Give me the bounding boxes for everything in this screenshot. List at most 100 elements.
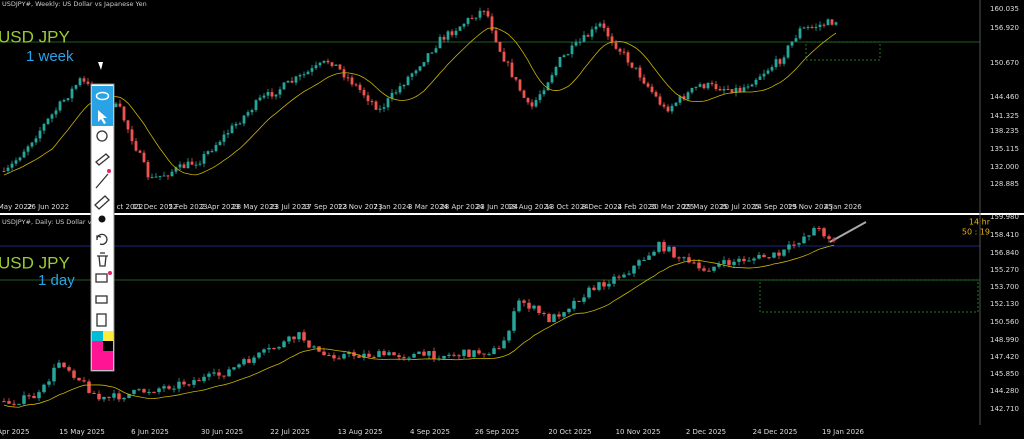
candle (457, 355, 461, 357)
candle (370, 101, 374, 103)
candle (702, 268, 706, 271)
candle (706, 82, 710, 89)
candle (470, 18, 474, 20)
candle (578, 41, 582, 43)
candle (107, 396, 111, 398)
screenshot-tool[interactable] (95, 295, 108, 304)
candle (246, 112, 250, 116)
pin-icon[interactable] (98, 62, 103, 70)
color-swatch[interactable] (92, 331, 103, 341)
candle (218, 141, 222, 145)
candle (572, 300, 576, 309)
candle (538, 94, 542, 101)
candle (102, 396, 106, 400)
candle (742, 258, 746, 262)
color-swatch[interactable] (103, 341, 113, 351)
candle (587, 287, 591, 298)
candle (212, 372, 216, 374)
candle (806, 26, 810, 28)
candle (314, 65, 318, 69)
ruler-tool[interactable] (94, 195, 110, 210)
candle (152, 391, 156, 393)
zone (805, 41, 881, 61)
candle (242, 359, 246, 365)
date-label: 25 May 2025 (682, 203, 728, 211)
template-tool[interactable] (96, 313, 107, 327)
candle (322, 351, 326, 356)
candle (652, 251, 656, 256)
color-swatch[interactable] (92, 341, 103, 370)
candle (32, 395, 36, 399)
candle (306, 71, 310, 75)
candle (452, 354, 456, 356)
candle (557, 314, 561, 317)
candle (782, 57, 786, 64)
candle (642, 259, 646, 261)
candle (692, 262, 696, 264)
candle (412, 353, 416, 358)
candle (87, 381, 91, 393)
candle (592, 287, 596, 290)
candle (358, 84, 362, 90)
candle (37, 392, 41, 399)
candle (66, 98, 70, 101)
eye-button[interactable] (92, 86, 113, 106)
candle (27, 395, 31, 397)
weekly-panel: USDJPY#, Weekly: US Dollar vs Japanese Y… (0, 0, 980, 65)
candle (10, 163, 14, 168)
price-label: 148.990 (990, 336, 1019, 344)
candle (127, 393, 131, 398)
candle (207, 373, 211, 377)
candle (297, 332, 301, 340)
candle (146, 162, 150, 178)
candle (690, 87, 694, 93)
candle (402, 84, 406, 87)
candle (294, 76, 298, 83)
candle (612, 276, 616, 284)
candle (562, 55, 566, 57)
candle (214, 144, 218, 152)
delete-tool[interactable] (97, 252, 108, 267)
candle (707, 270, 711, 272)
candle (158, 175, 162, 177)
dot-tool[interactable] (98, 215, 106, 223)
candle (72, 370, 76, 378)
candle (550, 75, 554, 83)
candle (458, 26, 462, 31)
candle (822, 228, 826, 237)
date-label: ct 2022 (117, 203, 144, 211)
candle (722, 88, 726, 91)
candle (474, 17, 478, 19)
print-tool[interactable] (95, 273, 108, 283)
candle (694, 86, 698, 88)
undo-tool[interactable] (96, 233, 108, 246)
candle (342, 354, 346, 359)
candle (354, 84, 358, 86)
eye-icon (95, 91, 110, 101)
candle (566, 54, 570, 56)
candle (357, 356, 361, 358)
candle (622, 51, 626, 53)
candle (710, 82, 714, 85)
line-tool[interactable] (95, 173, 109, 189)
crosshair-tool[interactable] (96, 130, 108, 142)
candle (14, 160, 18, 164)
pencil-tool[interactable] (95, 153, 110, 166)
candle (178, 164, 182, 168)
candle (157, 388, 161, 393)
price-label: 138.235 (990, 127, 1019, 135)
candle (657, 241, 661, 252)
candle (327, 355, 331, 357)
candle (622, 274, 626, 278)
color-swatch[interactable] (103, 331, 113, 341)
date-label: 26 Jun 2022 (27, 203, 69, 211)
candle (697, 262, 701, 269)
candle (230, 125, 234, 134)
color-swatch[interactable] (103, 351, 113, 370)
candle (287, 336, 291, 342)
candle (126, 120, 130, 130)
date-label: 28 May 2023 (232, 203, 278, 211)
candle (477, 350, 481, 354)
candle (586, 35, 590, 37)
candle (47, 381, 51, 385)
